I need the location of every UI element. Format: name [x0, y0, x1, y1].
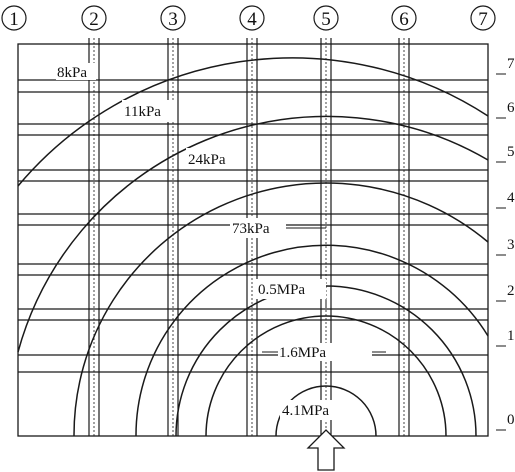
column-marker-5: 5 [321, 9, 331, 30]
contour-label-bg [256, 279, 326, 299]
contour-label-1-6mpa: 1.6MPa [279, 345, 326, 361]
column-marker-4: 4 [247, 9, 257, 30]
contour-label-24kpa: 24kPa [188, 152, 226, 168]
contour-labels: 8kPa 11kPa 24kPa 73kPa 0.5MPa 1.6MPa 4.1… [56, 63, 372, 420]
column-marker-circle [239, 5, 265, 31]
row-label-0: 0 [507, 412, 515, 428]
contour-arc-1-6mpa [205, 315, 447, 437]
row-label-6: 6 [507, 100, 515, 116]
row-label-7: 7 [507, 56, 515, 72]
column-marker-circle [160, 5, 186, 31]
frame [17, 43, 489, 437]
column-marker-6: 6 [399, 9, 409, 30]
row-labels: 7 6 5 4 3 2 1 0 [496, 56, 515, 431]
column-marker-circle [470, 5, 496, 31]
column-marker-circle [81, 5, 107, 31]
contour-arc-73kpa [135, 244, 489, 437]
column-marker-1: 1 [9, 9, 19, 30]
contour-label-bg [280, 400, 346, 420]
column-markers: 1 2 3 4 5 6 7 [1, 5, 496, 31]
column-marker-3: 3 [168, 9, 178, 30]
row-label-2: 2 [507, 283, 515, 299]
contour-label-bg [230, 218, 286, 238]
contour-label-bg [278, 343, 372, 361]
contour-label-bg [122, 100, 174, 122]
contour-arc-24kpa [73, 182, 489, 437]
contour-label-8kpa: 8kPa [57, 65, 87, 81]
column-marker-2: 2 [89, 9, 99, 30]
row-label-5: 5 [507, 144, 515, 160]
row-label-4: 4 [507, 190, 515, 206]
up-arrow-icon [306, 429, 346, 471]
contour-arc-8kpa [17, 57, 489, 187]
contour-label-bg [56, 63, 96, 80]
contour-label-0-5mpa: 0.5MPa [258, 282, 305, 298]
contour-label-4-1mpa: 4.1MPa [282, 403, 329, 419]
contour-label-11kpa: 11kPa [124, 104, 161, 120]
row-label-3: 3 [507, 237, 515, 253]
column-marker-circle [313, 5, 339, 31]
column-marker-circle [1, 5, 27, 31]
column-marker-circle [391, 5, 417, 31]
contour-arc-11kpa [17, 115, 489, 353]
column-marker-7: 7 [478, 9, 488, 30]
row-label-1: 1 [507, 328, 515, 344]
contour-label-73kpa: 73kPa [232, 221, 270, 237]
contour-label-bg [186, 148, 240, 168]
contour-arcs [17, 57, 489, 437]
label-leaders [42, 79, 386, 353]
